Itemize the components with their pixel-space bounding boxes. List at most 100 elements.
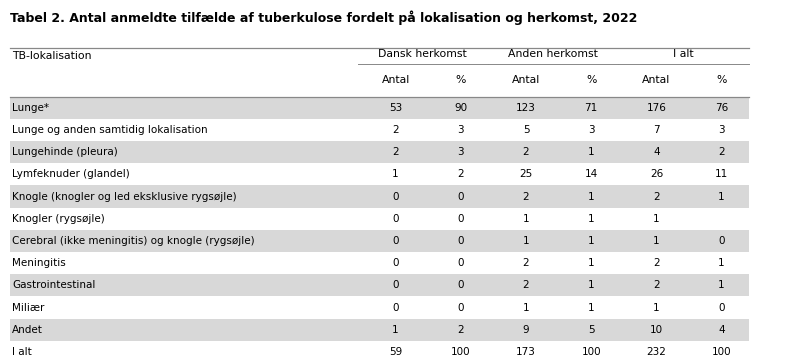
Text: 0: 0 [458,236,464,246]
Bar [10,141,749,163]
Text: 2: 2 [718,147,725,157]
Text: Tabel 2. Antal anmeldte tilfælde af tuberkulose fordelt på lokalisation og herko: Tabel 2. Antal anmeldte tilfælde af tube… [10,11,637,25]
Text: 5: 5 [522,125,530,135]
Text: 1: 1 [588,236,594,246]
Text: 100: 100 [582,347,601,357]
Text: 2: 2 [458,169,464,179]
Text: 26: 26 [650,169,663,179]
Text: 1: 1 [588,258,594,268]
Text: Dansk herkomst: Dansk herkomst [378,49,467,59]
Text: I alt: I alt [674,49,694,59]
Text: 71: 71 [585,103,598,113]
Text: 11: 11 [715,169,728,179]
Text: I alt: I alt [12,347,32,357]
Text: 9: 9 [522,325,530,335]
Text: 1: 1 [522,303,530,313]
Text: 25: 25 [519,169,533,179]
Text: %: % [456,75,466,85]
Text: 2: 2 [653,192,660,202]
Text: 0: 0 [458,280,464,290]
Text: 1: 1 [392,169,399,179]
Text: 3: 3 [588,125,594,135]
Text: 1: 1 [653,214,660,224]
Text: Knogle (knogler og led eksklusive rygsøjle): Knogle (knogler og led eksklusive rygsøj… [12,192,237,202]
Text: 2: 2 [522,192,530,202]
Text: 1: 1 [588,303,594,313]
Text: 100: 100 [451,347,470,357]
Text: 0: 0 [392,303,399,313]
Text: 1: 1 [522,236,530,246]
Text: 2: 2 [653,280,660,290]
Text: 0: 0 [458,303,464,313]
Text: 2: 2 [653,258,660,268]
Text: Antal: Antal [642,75,670,85]
Text: 3: 3 [458,125,464,135]
Text: Lunge og anden samtidig lokalisation: Lunge og anden samtidig lokalisation [12,125,208,135]
Text: Lunge*: Lunge* [12,103,49,113]
Text: 5: 5 [588,325,594,335]
Text: 59: 59 [389,347,402,357]
Text: 0: 0 [718,236,725,246]
Bar [10,274,749,296]
Text: 2: 2 [522,280,530,290]
Text: Andet: Andet [12,325,43,335]
Text: 2: 2 [392,147,399,157]
Text: 1: 1 [718,258,725,268]
Text: Gastrointestinal: Gastrointestinal [12,280,95,290]
Text: 1: 1 [588,280,594,290]
Text: 1: 1 [653,303,660,313]
Text: 76: 76 [715,103,728,113]
Text: 2: 2 [392,125,399,135]
Bar [10,319,749,341]
Text: 232: 232 [646,347,666,357]
Text: 0: 0 [458,192,464,202]
Text: 53: 53 [389,103,402,113]
Text: 1: 1 [718,192,725,202]
Bar [10,185,749,208]
Text: 3: 3 [458,147,464,157]
Text: 0: 0 [392,192,399,202]
Text: Lymfeknuder (glandel): Lymfeknuder (glandel) [12,169,130,179]
Text: Miliær: Miliær [12,303,44,313]
Text: 90: 90 [454,103,467,113]
Text: 1: 1 [588,192,594,202]
Text: 3: 3 [718,125,725,135]
Text: 123: 123 [516,103,536,113]
Text: %: % [586,75,596,85]
Text: 0: 0 [392,280,399,290]
Text: 176: 176 [646,103,666,113]
Text: 4: 4 [653,147,660,157]
Text: 1: 1 [392,325,399,335]
Text: Lungehinde (pleura): Lungehinde (pleura) [12,147,118,157]
Text: 2: 2 [522,147,530,157]
Text: 1: 1 [588,214,594,224]
Text: %: % [717,75,726,85]
Text: Antal: Antal [382,75,410,85]
Text: 1: 1 [718,280,725,290]
Bar [10,97,749,119]
Text: 2: 2 [522,258,530,268]
Text: 0: 0 [458,258,464,268]
Text: TB-lokalisation: TB-lokalisation [12,51,91,61]
Text: 7: 7 [653,125,660,135]
Text: Antal: Antal [512,75,540,85]
Text: 1: 1 [588,147,594,157]
Text: 173: 173 [516,347,536,357]
Text: 0: 0 [392,214,399,224]
Text: 0: 0 [458,214,464,224]
Text: 4: 4 [718,325,725,335]
Bar [10,230,749,252]
Text: Anden herkomst: Anden herkomst [508,49,598,59]
Text: 0: 0 [392,258,399,268]
Text: 1: 1 [653,236,660,246]
Text: Meningitis: Meningitis [12,258,66,268]
Text: 2: 2 [458,325,464,335]
Text: 100: 100 [712,347,731,357]
Text: 10: 10 [650,325,663,335]
Text: 0: 0 [718,303,725,313]
Text: 0: 0 [392,236,399,246]
Text: Knogler (rygsøjle): Knogler (rygsøjle) [12,214,105,224]
Text: 14: 14 [585,169,598,179]
Text: Cerebral (ikke meningitis) og knogle (rygsøjle): Cerebral (ikke meningitis) og knogle (ry… [12,236,254,246]
Text: 1: 1 [522,214,530,224]
